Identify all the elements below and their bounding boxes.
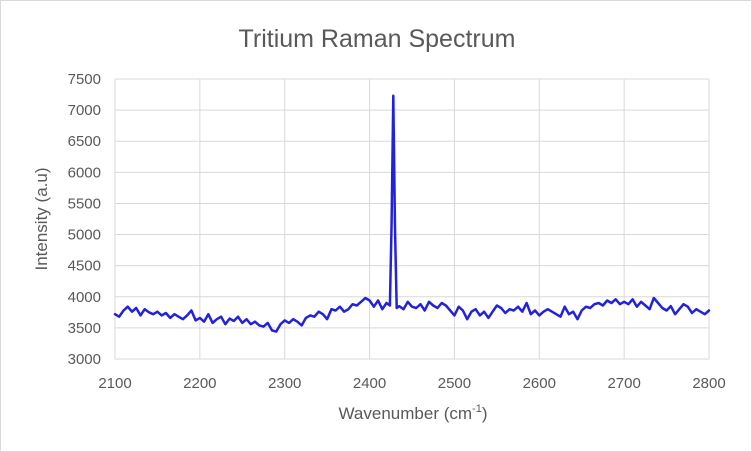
y-tick-label: 5500 xyxy=(68,195,101,212)
y-tick-label: 6500 xyxy=(68,133,101,150)
x-tick-label: 2300 xyxy=(268,375,301,392)
series-line xyxy=(113,94,711,333)
y-tick-label: 7500 xyxy=(68,71,101,88)
x-axis-title-main: Wavenumber (cm xyxy=(339,404,473,423)
grid xyxy=(114,78,710,360)
x-axis-title-superscript: -1 xyxy=(472,403,482,415)
x-axis-ticks: 2100 2200 2300 2400 2500 2600 2700 2800 xyxy=(98,375,725,392)
x-tick-label: 2700 xyxy=(607,375,640,392)
x-axis-title-close: ) xyxy=(482,404,488,423)
x-tick-label: 2600 xyxy=(523,375,556,392)
y-axis-title: Intensity (a.u) xyxy=(32,168,51,271)
y-tick-label: 3500 xyxy=(68,320,101,337)
y-tick-label: 6000 xyxy=(68,164,101,181)
y-axis-ticks: 3000 3500 4000 4500 5000 5500 6000 6500 7000 7500 xyxy=(68,71,101,368)
x-tick-label: 2200 xyxy=(183,375,216,392)
y-tick-label: 5000 xyxy=(68,227,101,244)
y-tick-label: 4000 xyxy=(68,289,101,306)
y-tick-label: 3000 xyxy=(68,351,101,368)
x-tick-label: 2800 xyxy=(692,375,725,392)
x-tick-label: 2500 xyxy=(438,375,471,392)
x-tick-label: 2100 xyxy=(98,375,131,392)
x-axis-title: Wavenumber (cm-1) xyxy=(339,403,488,423)
chart-title: Tritium Raman Spectrum xyxy=(239,25,516,53)
x-tick-label: 2400 xyxy=(353,375,386,392)
y-tick-label: 7000 xyxy=(68,102,101,119)
y-tick-label: 4500 xyxy=(68,258,101,275)
series-layer xyxy=(113,94,711,333)
